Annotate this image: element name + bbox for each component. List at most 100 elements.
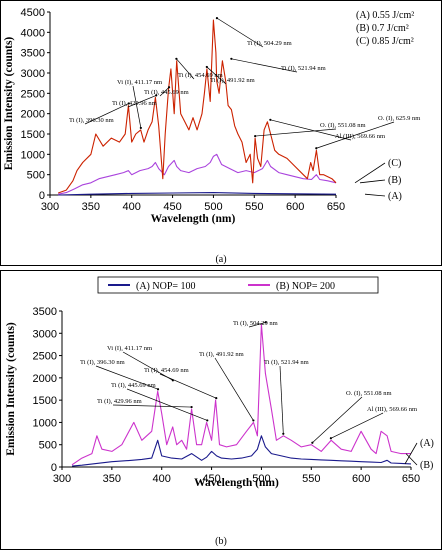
series-tag-arrow: [364, 193, 386, 197]
y-tick-label: 0: [51, 462, 57, 474]
panel-a: 0 500 1000 1500 2000 2500 3000 3500 4000 4500 300 3…: [0, 0, 442, 266]
peak-annotation-label: Ti (I), 521.94 nm: [281, 65, 326, 72]
peak-annotation-label: Al (III), 569.66 nm: [367, 406, 417, 413]
y-tick-label: 500: [39, 440, 57, 452]
x-tick-label: 350: [82, 201, 100, 213]
series-tag-arrow: [354, 162, 386, 184]
peak-annotation-arrow: [231, 58, 298, 73]
x-tick-label: 350: [103, 473, 121, 485]
y-tick-label: 2000: [21, 109, 45, 121]
x-axis-title: Wavelength (nm): [194, 477, 279, 489]
y-tick-label: 3500: [33, 306, 57, 318]
peak-annotation-arrowhead: [127, 102, 130, 105]
series-line-c: [58, 19, 337, 194]
peak-annotation-arrowhead: [254, 134, 257, 138]
peak-annotation-arrowhead: [206, 419, 209, 422]
x-tick-label: 400: [123, 201, 141, 213]
x-tick-label: 600: [352, 473, 370, 485]
y-tick-label: 1500: [33, 395, 57, 407]
x-tick-label: 500: [204, 201, 222, 213]
series-tag-arrow: [404, 442, 418, 465]
peak-annotation-arrow: [159, 373, 217, 399]
peak-annotation-arrowhead: [175, 57, 178, 60]
peak-annotation-label: Vi (I), 411.17 nm: [107, 345, 152, 352]
y-tick-label: 3500: [21, 48, 45, 60]
peak-annotation-label: O. (I), 625.9 nm: [378, 115, 420, 122]
legend-entry: (C) 0.85 J/cm²: [356, 36, 414, 47]
y-tick-label: 2500: [21, 88, 45, 100]
y-tick-label: 2500: [33, 351, 57, 363]
series-tag-arrow: [359, 179, 386, 184]
peak-annotation-arrow: [316, 121, 395, 149]
series-tag-label: (C): [388, 158, 401, 169]
series-line-b: [58, 153, 337, 195]
peak-annotation-arrow: [216, 17, 264, 48]
y-tick-label: 500: [27, 170, 45, 182]
peak-annotation-arrowhead: [269, 118, 272, 121]
peak-annotation-label: Ti (I), 429.96 nm: [97, 398, 142, 405]
peak-annotation-arrowhead: [156, 388, 160, 391]
x-tick-label: 500: [252, 473, 270, 485]
y-tick-label: 2000: [33, 373, 57, 385]
peak-annotation-arrow: [206, 66, 227, 85]
peak-annotation-label: Ti (I), 429.96 nm: [112, 100, 157, 107]
y-tick-label: 4000: [21, 27, 45, 39]
y-tick-label: 1000: [33, 417, 57, 429]
series-tag-label: (B): [388, 175, 401, 186]
peak-annotation-label: Ti (I), 454.69 nm: [178, 72, 223, 79]
peak-annotation-arrow: [312, 396, 363, 443]
x-axis-title: Wavelength (nm): [151, 213, 236, 225]
y-axis-title: Emission Intensity (counts): [5, 322, 17, 456]
peak-annotation-arrow: [214, 357, 254, 421]
y-tick-label: 4500: [21, 7, 45, 19]
peak-annotation-arrowhead: [230, 57, 233, 60]
peak-annotation-arrow: [112, 404, 192, 408]
x-tick-label: 550: [245, 201, 263, 213]
peak-annotation-label: Vi (I), 411.17 nm: [117, 79, 162, 86]
peak-annotation-arrow: [95, 365, 159, 390]
peak-annotation-arrow: [330, 412, 384, 439]
series-line-a: [58, 192, 337, 196]
peak-annotation-arrow: [279, 365, 284, 434]
peak-annotation-label: Ti (I), 491.92 nm: [210, 77, 255, 84]
y-tick-label: 1000: [21, 149, 45, 161]
peak-annotation-arrowhead: [329, 437, 332, 440]
peak-annotation-arrowhead: [155, 94, 158, 97]
peak-annotation-arrow: [255, 128, 337, 137]
peak-annotation-label: Al (III), 569.66 nm: [335, 133, 385, 140]
legend: (A) NOP= 100 (B) NOP= 200: [97, 276, 379, 294]
peak-annotation-arrow: [84, 103, 129, 125]
peak-annotation-arrow: [176, 58, 195, 80]
peak-annotation-arrowhead: [315, 147, 318, 150]
peak-annotation-arrow: [248, 322, 266, 328]
peak-annotation-label: Ti (I), 504.29 nm: [233, 320, 278, 327]
panel-label: (a): [215, 254, 226, 265]
series-tag-label: (A): [420, 438, 434, 449]
series-line-a: [71, 435, 412, 467]
peak-annotation-arrowhead: [264, 321, 267, 324]
peak-annotation-label: Ti (I), 491.92 nm: [199, 351, 244, 358]
peak-annotation-arrow: [159, 87, 170, 97]
panel-label: (b): [215, 536, 227, 547]
peak-annotation-label: O. (I), 551.08 nm: [320, 122, 366, 129]
x-tick-label: 400: [153, 473, 171, 485]
series-tag-label: (A): [388, 191, 402, 202]
y-tick-label: 3000: [21, 68, 45, 80]
series-line-b: [71, 323, 411, 466]
peak-annotation-label: Ti (I), 454.69 nm: [144, 367, 189, 374]
legend-frame: [97, 276, 379, 294]
x-tick-label: 450: [202, 473, 220, 485]
series-tag-arrow: [405, 453, 418, 466]
x-tick-label: 300: [41, 201, 59, 213]
peak-annotation-arrowhead: [252, 419, 255, 422]
peak-annotation-arrowhead: [215, 17, 219, 20]
peak-annotation-arrowhead: [215, 397, 218, 400]
peak-annotation-label: Ti (I), 504.29 nm: [247, 40, 292, 47]
y-axis-title: Emission Intensity (counts): [3, 37, 15, 171]
x-tick-label: 550: [302, 473, 320, 485]
peak-annotation-arrowhead: [282, 432, 285, 435]
peak-annotation-arrowhead: [190, 405, 193, 409]
peak-annotation-arrowhead: [205, 65, 208, 69]
series-tag-label: (B): [420, 460, 433, 471]
x-tick-label: 300: [53, 473, 71, 485]
